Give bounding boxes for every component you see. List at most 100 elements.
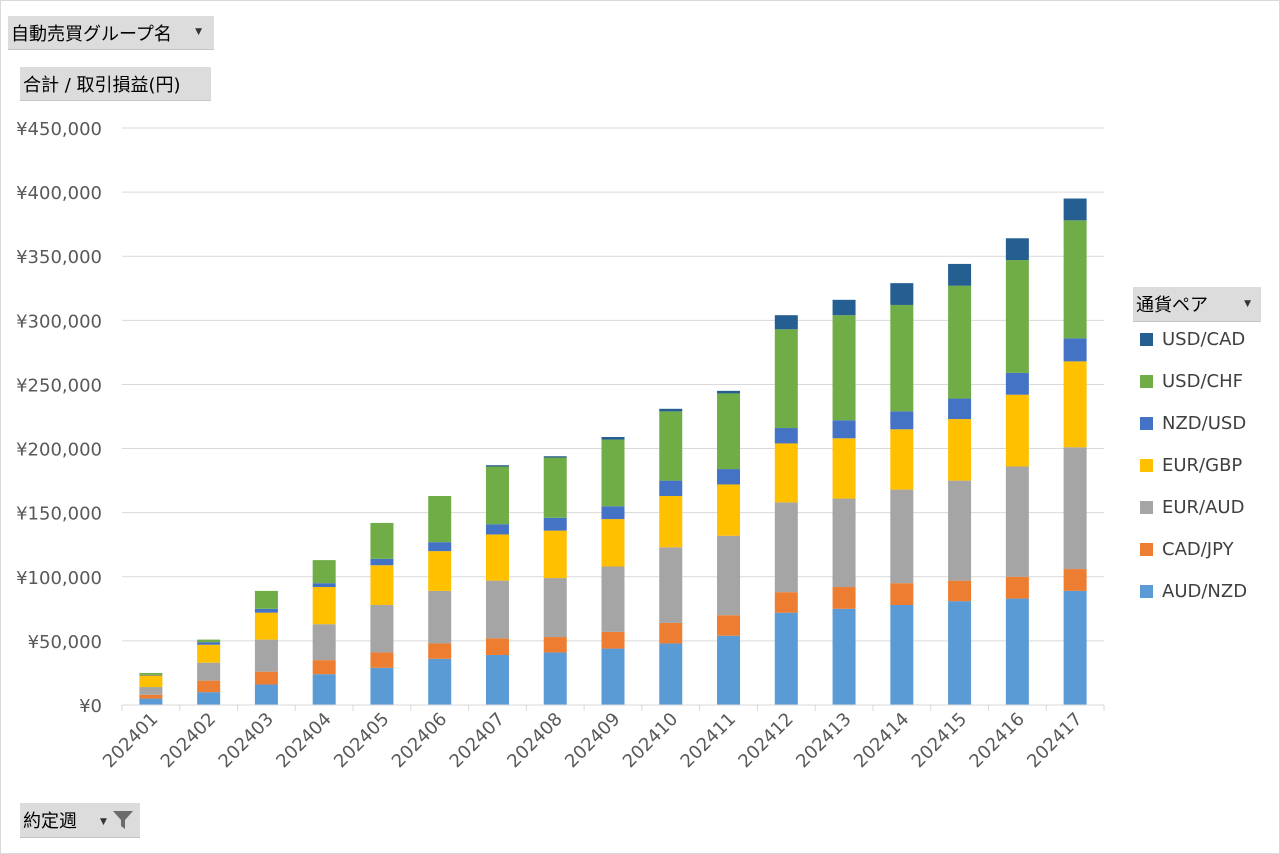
bar-segment-aud-nzd-202405[interactable] [370, 667, 394, 705]
bar-segment-aud-nzd-202410[interactable] [659, 643, 683, 705]
trade-week-field-button[interactable]: 約定週 ▼ [20, 803, 140, 837]
bar-segment-eur-gbp-202402[interactable] [197, 644, 221, 663]
bar-segment-usd-cad-202414[interactable] [890, 283, 914, 305]
bar-segment-eur-aud-202408[interactable] [543, 578, 567, 638]
bar-segment-eur-gbp-202404[interactable] [312, 587, 336, 625]
bar-segment-usd-chf-202412[interactable] [774, 329, 798, 429]
bar-segment-cad-jpy-202407[interactable] [485, 638, 509, 655]
bar-segment-eur-gbp-202407[interactable] [485, 534, 509, 581]
bar-segment-usd-cad-202408[interactable] [543, 456, 567, 458]
bar-segment-usd-chf-202407[interactable] [485, 466, 509, 525]
bar-segment-aud-nzd-202413[interactable] [832, 608, 856, 705]
bar-segment-cad-jpy-202408[interactable] [543, 637, 567, 653]
bar-segment-cad-jpy-202403[interactable] [254, 671, 278, 685]
bar-segment-eur-gbp-202413[interactable] [832, 438, 856, 499]
bar-segment-usd-chf-202409[interactable] [601, 439, 625, 507]
bar-segment-usd-cad-202407[interactable] [485, 465, 509, 467]
bar-segment-usd-chf-202405[interactable] [370, 522, 394, 559]
bar-segment-usd-chf-202408[interactable] [543, 457, 567, 518]
bar-segment-cad-jpy-202404[interactable] [312, 660, 336, 675]
bar-segment-eur-aud-202403[interactable] [254, 639, 278, 672]
legend-item-aud-nzd[interactable]: AUD/NZD [1140, 577, 1247, 605]
bar-segment-eur-gbp-202415[interactable] [948, 419, 972, 481]
currency-pair-field-button[interactable]: 通貨ペア ▼ [1133, 287, 1261, 321]
bar-segment-aud-nzd-202415[interactable] [948, 601, 972, 705]
filter-funnel-icon[interactable] [112, 809, 134, 831]
legend-item-usd-cad[interactable]: USD/CAD [1140, 325, 1245, 353]
bar-segment-aud-nzd-202414[interactable] [890, 604, 914, 705]
bar-segment-cad-jpy-202409[interactable] [601, 631, 625, 649]
group-name-field-button[interactable]: 自動売買グループ名 ▼ [8, 16, 214, 49]
bar-segment-cad-jpy-202410[interactable] [659, 622, 683, 644]
bar-segment-aud-nzd-202409[interactable] [601, 648, 625, 705]
bar-segment-eur-gbp-202417[interactable] [1063, 361, 1087, 448]
bar-segment-usd-chf-202401[interactable] [139, 672, 163, 675]
bar-segment-usd-chf-202413[interactable] [832, 315, 856, 421]
bar-segment-nzd-usd-202406[interactable] [428, 542, 452, 552]
bar-segment-nzd-usd-202408[interactable] [543, 517, 567, 531]
bar-segment-cad-jpy-202412[interactable] [774, 592, 798, 613]
bar-segment-aud-nzd-202412[interactable] [774, 612, 798, 705]
bar-segment-cad-jpy-202402[interactable] [197, 680, 221, 693]
bar-segment-usd-chf-202414[interactable] [890, 304, 914, 412]
bar-segment-eur-aud-202412[interactable] [774, 502, 798, 593]
bar-segment-nzd-usd-202403[interactable] [254, 608, 278, 613]
bar-segment-eur-gbp-202411[interactable] [717, 484, 741, 536]
bar-segment-usd-cad-202412[interactable] [774, 315, 798, 330]
bar-segment-nzd-usd-202404[interactable] [312, 583, 336, 588]
bar-segment-eur-gbp-202403[interactable] [254, 612, 278, 640]
bar-segment-aud-nzd-202403[interactable] [254, 684, 278, 705]
bar-segment-nzd-usd-202402[interactable] [197, 642, 221, 645]
bar-segment-cad-jpy-202413[interactable] [832, 587, 856, 609]
bar-segment-usd-chf-202410[interactable] [659, 411, 683, 481]
bar-segment-usd-chf-202415[interactable] [948, 285, 972, 399]
bar-segment-nzd-usd-202401[interactable] [139, 674, 163, 676]
bar-segment-usd-cad-202410[interactable] [659, 408, 683, 412]
bar-segment-usd-cad-202416[interactable] [1005, 238, 1029, 261]
bar-segment-usd-chf-202416[interactable] [1005, 260, 1029, 373]
bar-segment-eur-gbp-202410[interactable] [659, 495, 683, 548]
bar-segment-eur-aud-202405[interactable] [370, 604, 394, 653]
bar-segment-cad-jpy-202417[interactable] [1063, 569, 1087, 591]
bar-segment-cad-jpy-202405[interactable] [370, 652, 394, 668]
bar-segment-cad-jpy-202406[interactable] [428, 643, 452, 659]
bar-segment-eur-gbp-202412[interactable] [774, 443, 798, 503]
bar-segment-aud-nzd-202402[interactable] [197, 692, 221, 705]
bar-segment-nzd-usd-202411[interactable] [717, 469, 741, 485]
bar-segment-aud-nzd-202406[interactable] [428, 658, 452, 705]
bar-segment-usd-cad-202411[interactable] [717, 390, 741, 394]
bar-segment-nzd-usd-202410[interactable] [659, 480, 683, 496]
bar-segment-eur-gbp-202401[interactable] [139, 675, 163, 688]
bar-segment-aud-nzd-202408[interactable] [543, 652, 567, 705]
bar-segment-eur-aud-202414[interactable] [890, 489, 914, 584]
legend-item-usd-chf[interactable]: USD/CHF [1140, 367, 1243, 395]
bar-segment-eur-aud-202410[interactable] [659, 547, 683, 623]
bar-segment-usd-chf-202417[interactable] [1063, 220, 1087, 339]
bar-segment-eur-aud-202404[interactable] [312, 624, 336, 661]
bar-segment-eur-aud-202416[interactable] [1005, 466, 1029, 577]
bar-segment-nzd-usd-202415[interactable] [948, 398, 972, 420]
bar-segment-nzd-usd-202405[interactable] [370, 558, 394, 566]
bar-segment-eur-gbp-202406[interactable] [428, 551, 452, 591]
bar-segment-eur-aud-202401[interactable] [139, 687, 163, 695]
bar-segment-usd-cad-202415[interactable] [948, 263, 972, 286]
bar-segment-eur-gbp-202405[interactable] [370, 565, 394, 605]
bar-segment-aud-nzd-202417[interactable] [1063, 590, 1087, 705]
bar-segment-aud-nzd-202407[interactable] [485, 654, 509, 705]
bar-segment-nzd-usd-202412[interactable] [774, 428, 798, 444]
bar-segment-cad-jpy-202401[interactable] [139, 694, 163, 699]
bar-segment-eur-aud-202413[interactable] [832, 498, 856, 588]
bar-segment-usd-chf-202406[interactable] [428, 495, 452, 543]
bar-segment-nzd-usd-202416[interactable] [1005, 372, 1029, 395]
bar-segment-aud-nzd-202411[interactable] [717, 635, 741, 705]
bar-segment-eur-aud-202406[interactable] [428, 590, 452, 644]
bar-segment-nzd-usd-202413[interactable] [832, 420, 856, 439]
bar-segment-nzd-usd-202407[interactable] [485, 524, 509, 535]
bar-segment-aud-nzd-202404[interactable] [312, 674, 336, 705]
bar-segment-usd-chf-202411[interactable] [717, 393, 741, 470]
legend-item-eur-gbp[interactable]: EUR/GBP [1140, 451, 1242, 479]
bar-segment-eur-aud-202411[interactable] [717, 535, 741, 616]
dropdown-arrow-icon[interactable]: ▼ [1244, 299, 1251, 309]
bar-segment-eur-aud-202415[interactable] [948, 480, 972, 581]
bar-segment-eur-aud-202409[interactable] [601, 566, 625, 632]
